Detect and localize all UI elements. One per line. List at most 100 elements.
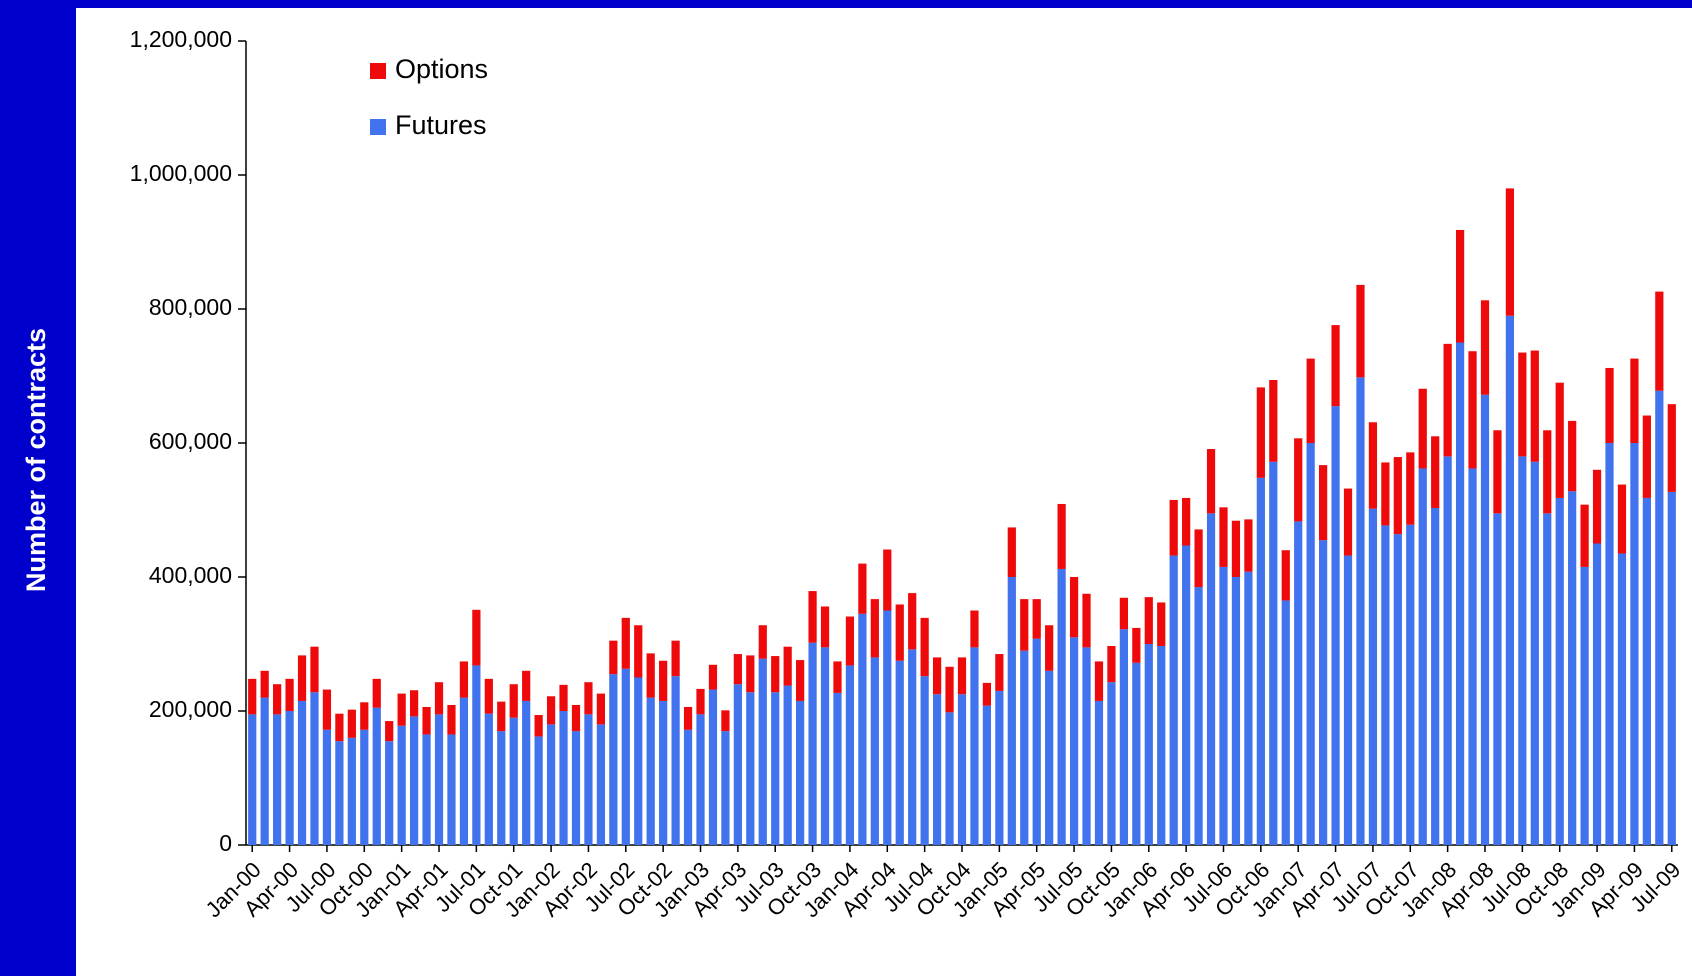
bar-segment (1007, 577, 1016, 845)
bar-segment (1518, 352, 1527, 457)
bar-segment (609, 640, 618, 675)
bar-segment (758, 658, 767, 845)
bar-segment (1306, 443, 1315, 845)
bar-segment (559, 684, 568, 711)
bar-segment (796, 700, 805, 845)
bar-segment (932, 694, 942, 845)
bar-segment (260, 670, 269, 698)
bar-segment (335, 713, 344, 742)
bar-segment (820, 647, 830, 845)
bar-segment (422, 734, 431, 845)
bar-segment (409, 716, 419, 845)
bar-segment (273, 714, 282, 845)
y-tick-label: 0 (219, 830, 232, 856)
bar-segment (957, 694, 967, 845)
bar-segment (497, 731, 506, 845)
bar-segment (1455, 229, 1465, 343)
legend-label: Futures (395, 110, 487, 140)
bar-segment (858, 613, 867, 845)
y-tick-label: 1,000,000 (130, 160, 232, 186)
bar-segment (1568, 491, 1577, 845)
bar-segment (845, 616, 855, 666)
bar-segment (1343, 555, 1353, 845)
y-tick-label: 600,000 (149, 428, 232, 454)
bar-segment (1306, 358, 1315, 443)
bar-segment (1443, 343, 1452, 457)
bar-segment (634, 677, 643, 845)
bar-segment (1094, 700, 1104, 845)
bar-segment (733, 684, 742, 845)
bar-segment (1182, 545, 1191, 845)
bar-segment (1468, 351, 1477, 469)
bar-segment (434, 714, 444, 845)
bar-segment (1057, 503, 1066, 569)
bar-segment (771, 656, 780, 693)
bar-segment (534, 715, 543, 737)
bar-segment (945, 666, 954, 713)
bar-segment (1119, 629, 1128, 845)
bar-segment (347, 737, 356, 845)
bar-segment (982, 705, 992, 845)
bar-segment (1256, 477, 1265, 845)
bar-segment (285, 711, 294, 845)
bar-segment (285, 678, 294, 711)
bar-segment (1393, 534, 1402, 845)
bar-segment (534, 736, 543, 845)
bar-segment (360, 702, 369, 730)
bar-segment (1505, 315, 1515, 845)
bar-segment (1007, 527, 1016, 577)
bar-segment (1269, 461, 1278, 845)
bar-segment (721, 731, 730, 845)
bar-segment (945, 712, 954, 845)
bar-segment (484, 678, 493, 714)
bar-segment (970, 610, 979, 648)
bar-segment (1655, 291, 1664, 391)
bar-segment (385, 741, 394, 845)
bar-segment (833, 692, 842, 845)
bar-segment (1269, 380, 1278, 462)
bar-segment (1082, 647, 1091, 845)
bar-segment (1356, 284, 1365, 378)
bar-segment (746, 655, 755, 693)
bar-segment (1667, 491, 1676, 845)
bar-segment (335, 741, 344, 845)
bar-segment (1294, 438, 1303, 522)
bar-segment (621, 668, 630, 845)
bar-segment (721, 710, 730, 732)
bar-segment (883, 549, 892, 611)
bar-segment (546, 696, 556, 725)
bar-segment (1144, 597, 1153, 644)
y-tick-label: 1,200,000 (130, 26, 232, 52)
bar-segment (1530, 461, 1539, 845)
bar-segment (895, 660, 904, 845)
bar-segment (1082, 593, 1091, 648)
y-axis-title: Number of contracts (21, 328, 51, 592)
bar-segment (1443, 456, 1452, 845)
bar-segment (1568, 420, 1577, 492)
bar-segment (322, 689, 332, 730)
bar-segment (1406, 452, 1415, 525)
bar-segment (845, 665, 855, 845)
bar-segment (522, 700, 531, 845)
bar-segment (1592, 543, 1602, 845)
bar-segment (1493, 513, 1502, 845)
bar-segment (1244, 571, 1253, 845)
bar-segment (310, 646, 319, 693)
bar-segment (397, 725, 406, 845)
bar-segment (1406, 524, 1415, 845)
bar-segment (1418, 388, 1427, 469)
bar-segment (372, 707, 381, 845)
bar-segment (1605, 443, 1614, 845)
bar-segment (1642, 497, 1651, 845)
y-tick-label: 400,000 (149, 562, 232, 588)
bar-segment (659, 660, 668, 701)
bar-segment (1132, 627, 1141, 663)
bar-segment (783, 646, 792, 686)
bar-segment (1069, 577, 1079, 638)
bar-segment (397, 693, 406, 726)
bar-segment (1144, 644, 1153, 845)
bar-segment (310, 692, 319, 845)
bar-segment (1182, 497, 1191, 546)
bar-segment (1667, 404, 1676, 492)
bar-segment (1505, 188, 1515, 316)
